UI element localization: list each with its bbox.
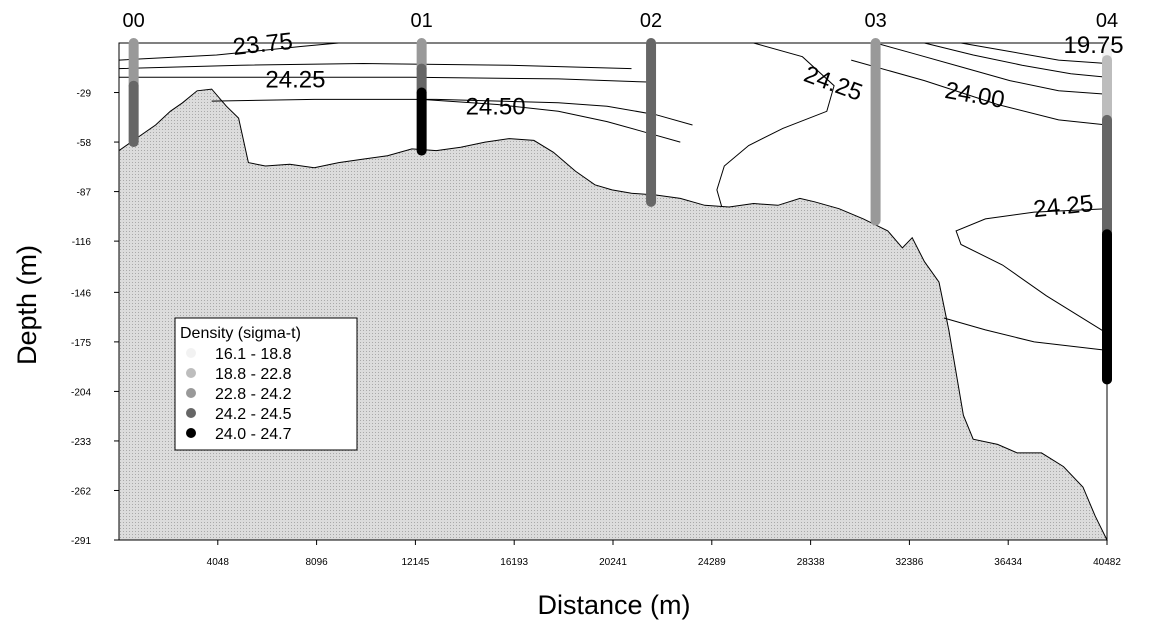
y-tick-label-9: -291 [71, 536, 91, 547]
x-tick-label-6: 28338 [797, 557, 825, 568]
legend-swatch-0 [186, 348, 196, 358]
y-tick-label-0: -29 [77, 89, 92, 100]
legend-swatch-2 [186, 388, 196, 398]
contour-label-2: 24.50 [466, 94, 526, 121]
contour-label-1: 24.25 [265, 66, 325, 93]
y-tick-label-7: -233 [71, 437, 91, 448]
legend-label-1: 18.8 - 22.8 [215, 366, 292, 383]
contour-line-1 [118, 62, 632, 70]
contour-line-6 [875, 42, 1108, 95]
contour-label-6: 24.25 [1032, 190, 1095, 223]
contour-line-0 [118, 42, 339, 61]
contour-line-10 [716, 42, 835, 208]
contour-label-3: 24.25 [800, 61, 866, 107]
contour-label-5: 19.75 [1064, 32, 1124, 59]
legend-swatch-1 [186, 368, 196, 378]
contour-line-8 [960, 42, 1108, 64]
y-tick-label-1: -58 [77, 138, 92, 149]
y-tick-label-3: -116 [72, 237, 92, 248]
contour-line-7 [924, 42, 1108, 78]
contour-line-2 [119, 76, 656, 83]
legend-label-0: 16.1 - 18.8 [215, 346, 292, 363]
legend-box [174, 317, 358, 451]
legend: Density (sigma-t) 16.1 - 18.8 18.8 - 22.8… [174, 317, 358, 451]
y-tick-label-5: -175 [71, 338, 91, 349]
y-tick-label-2: -87 [77, 188, 92, 199]
station-label-03: 03 [864, 10, 886, 32]
x-tick-label-9: 40482 [1093, 557, 1121, 568]
x-tick-label-5: 24289 [698, 557, 726, 568]
x-tick-label-3: 16193 [500, 557, 528, 568]
x-tick-label-1: 8096 [305, 557, 328, 568]
legend-label-4: 24.0 - 24.7 [215, 426, 292, 443]
legend-label-2: 22.8 - 24.2 [215, 386, 292, 403]
legend-title: Density (sigma-t) [180, 325, 301, 342]
legend-swatch-4 [186, 428, 196, 438]
x-tick-label-0: 4048 [207, 557, 230, 568]
x-tick-label-8: 36434 [994, 557, 1022, 568]
seabed-area [118, 88, 1108, 541]
station-label-02: 02 [640, 10, 662, 32]
contour-label-0: 23.75 [232, 28, 295, 61]
y-tick-label-8: -262 [71, 486, 91, 497]
x-tick-label-7: 32386 [896, 557, 924, 568]
station-label-00: 00 [123, 10, 145, 32]
x-axis-label: Distance (m) [537, 590, 690, 620]
contour-label-4: 24.00 [943, 77, 1007, 114]
y-tick-label-6: -204 [71, 387, 91, 398]
contour-line-11 [955, 208, 1108, 334]
y-axis-label: Depth (m) [12, 245, 42, 365]
x-tick-label-2: 12145 [402, 557, 430, 568]
station-label-04: 04 [1096, 10, 1118, 32]
legend-label-3: 24.2 - 24.5 [215, 406, 292, 423]
y-tick-label-4: -146 [71, 288, 91, 299]
x-tick-label-4: 20241 [599, 557, 627, 568]
contour-line-12 [943, 317, 1108, 351]
station-label-01: 01 [411, 10, 433, 32]
contour-line-9 [851, 59, 1108, 126]
legend-swatch-3 [186, 408, 196, 418]
contour-line-3 [211, 98, 693, 126]
contour-line-4 [421, 98, 681, 143]
